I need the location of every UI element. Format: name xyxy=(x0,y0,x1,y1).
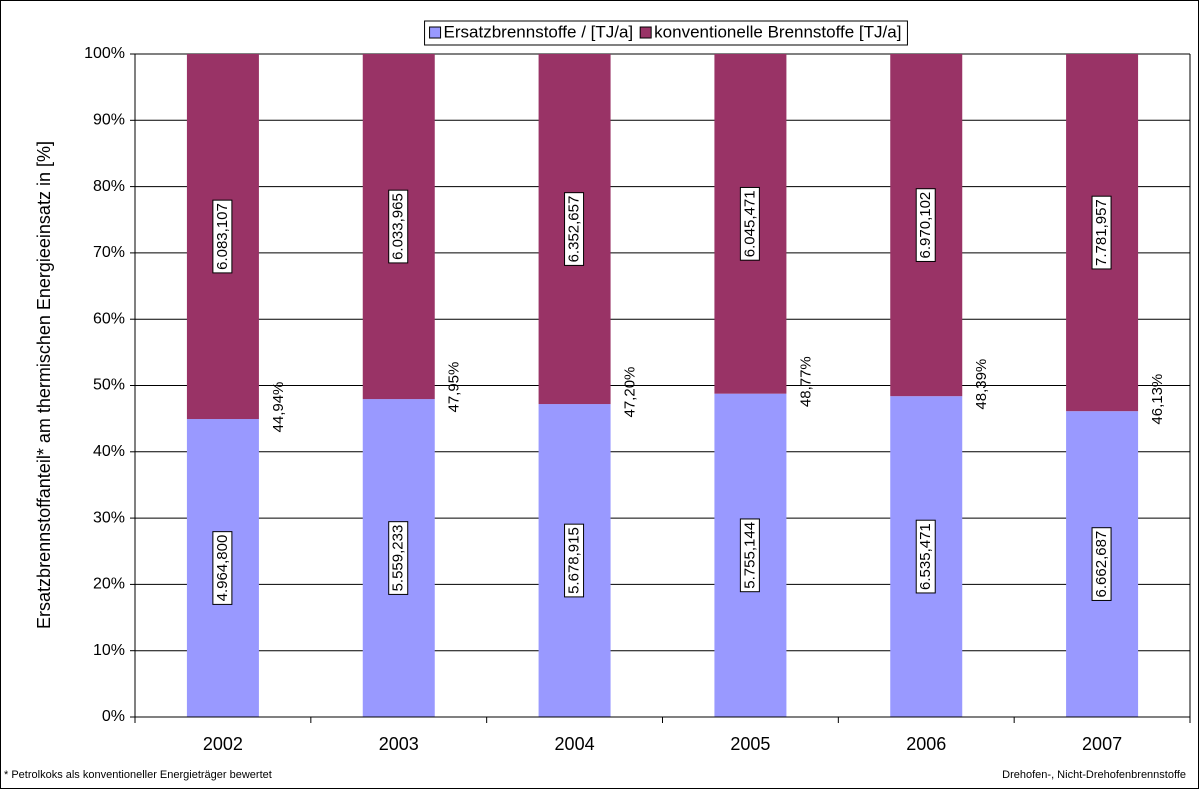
tj-label: 5.678,915 xyxy=(566,527,583,594)
legend-swatch xyxy=(639,26,652,39)
tj-label-box xyxy=(1091,527,1112,601)
y-tick-label: 80% xyxy=(93,178,125,195)
y-tick-label: 90% xyxy=(93,112,125,129)
tj-label: 4.964,800 xyxy=(214,535,231,602)
tj-label: 7.781,957 xyxy=(1093,199,1110,266)
x-tick-label: 2003 xyxy=(379,734,419,754)
tj-label-box xyxy=(739,186,760,261)
tj-label-box xyxy=(564,523,585,598)
data-label: 46,13% xyxy=(1149,374,1166,425)
tj-label: 5.755,144 xyxy=(741,522,758,589)
y-tick-label: 20% xyxy=(93,576,125,593)
tj-label-group: 6.033,965 xyxy=(388,189,409,264)
tj-label-group: 6.352,657 xyxy=(564,192,585,266)
data-label: 47,20% xyxy=(622,367,639,418)
y-tick-label: 70% xyxy=(93,244,125,261)
tj-label-box xyxy=(915,188,936,262)
tj-label: 6.970,102 xyxy=(917,192,934,259)
data-label: 44,94% xyxy=(270,382,287,433)
y-tick-label: 30% xyxy=(93,509,125,526)
tj-label-box xyxy=(388,521,409,595)
tj-label: 6.083,107 xyxy=(214,203,231,270)
legend-label: Ersatzbrennstoffe / [TJ/a] xyxy=(444,22,634,41)
tj-label-box xyxy=(915,519,936,594)
tj-label-box xyxy=(212,199,233,274)
tj-label: 5.559,233 xyxy=(390,525,407,592)
legend-label: konventionelle Brennstoffe [TJ/a] xyxy=(654,22,901,41)
x-tick-label: 2005 xyxy=(730,734,770,754)
tj-label-group: 6.662,687 xyxy=(1091,527,1112,601)
tj-label-group: 6.535,471 xyxy=(915,519,936,594)
tj-label-box xyxy=(739,518,760,593)
legend-swatch xyxy=(429,26,442,39)
x-tick-label: 2006 xyxy=(906,734,946,754)
x-tick-label: 2002 xyxy=(203,734,243,754)
tj-label-group: 6.083,107 xyxy=(212,199,233,274)
tj-label-group: 4.964,800 xyxy=(212,531,233,605)
tj-label-box xyxy=(564,192,585,266)
data-label: 47,95% xyxy=(446,362,463,413)
y-tick-label: 10% xyxy=(93,642,125,659)
tj-label: 6.535,471 xyxy=(917,523,934,590)
y-tick-label: 50% xyxy=(93,377,125,394)
y-tick-label: 100% xyxy=(84,45,125,62)
y-tick-label: 60% xyxy=(93,310,125,327)
data-label: 48,77% xyxy=(797,356,814,407)
tj-label-group: 5.559,233 xyxy=(388,521,409,595)
tj-label-group: 6.970,102 xyxy=(915,188,936,262)
data-label: 48,39% xyxy=(973,359,990,410)
x-tick-label: 2007 xyxy=(1082,734,1122,754)
tj-label-group: 5.678,915 xyxy=(564,523,585,598)
x-tick-label: 2004 xyxy=(555,734,595,754)
y-axis-label: Ersatzbrennstoffanteil* am thermischen E… xyxy=(34,141,54,629)
y-tick-label: 40% xyxy=(93,443,125,460)
y-tick-label: 0% xyxy=(102,708,125,725)
footnote-right: Drehofen-, Nicht-Drehofenbrennstoffe xyxy=(1002,769,1186,781)
tj-label-group: 6.045,471 xyxy=(739,186,760,261)
tj-label: 6.033,965 xyxy=(390,193,407,260)
legend-box xyxy=(424,20,908,46)
tj-label-box xyxy=(388,189,409,264)
tj-label-group: 7.781,957 xyxy=(1091,195,1112,270)
legend: Ersatzbrennstoffe / [TJ/a] konventionelle… xyxy=(424,20,908,46)
tj-label: 6.352,657 xyxy=(566,196,583,263)
tj-label-group: 5.755,144 xyxy=(739,518,760,593)
footnote-left: * Petrolkoks als konventioneller Energie… xyxy=(4,769,272,781)
tj-label-box xyxy=(1091,195,1112,270)
tj-label-box xyxy=(212,531,233,605)
tj-label: 6.662,687 xyxy=(1093,531,1110,598)
tj-label: 6.045,471 xyxy=(741,190,758,257)
